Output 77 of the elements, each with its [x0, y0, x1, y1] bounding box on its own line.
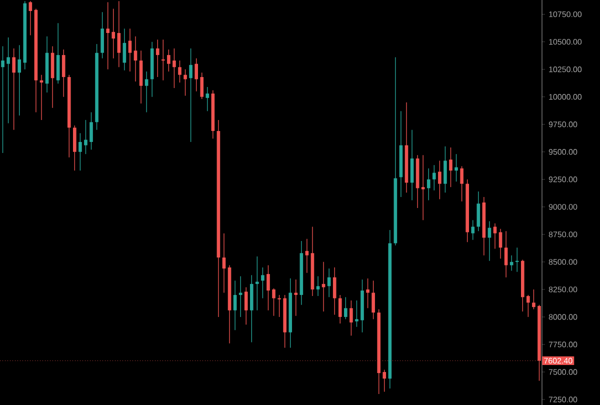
y-tick-label: 7250.00 [548, 396, 578, 402]
candlestick [493, 223, 497, 250]
candlestick [78, 132, 82, 171]
candlestick [172, 48, 176, 88]
candlestick [454, 154, 458, 182]
y-tick-label: 8750.00 [548, 232, 578, 238]
y-tick-label: 10000.00 [549, 94, 582, 100]
candlestick [167, 49, 170, 72]
y-tick-label: 9500.00 [548, 149, 578, 155]
candlestick [90, 112, 93, 150]
candlestick [206, 86, 210, 112]
candlestick [117, 0, 121, 68]
candlestick [338, 294, 342, 324]
candlestick [272, 288, 276, 316]
candlestick [305, 238, 309, 274]
candlestick [366, 278, 370, 309]
candlestick [156, 39, 160, 78]
candlestick [28, 0, 32, 36]
candlestick [532, 289, 536, 310]
candlestick [421, 154, 425, 220]
candlestick [350, 300, 353, 336]
y-tick-label: 7750.00 [548, 342, 578, 348]
candlestick [426, 168, 430, 201]
candlestick [526, 294, 530, 318]
candlestick [184, 68, 187, 96]
y-tick-label: 8250.00 [548, 286, 578, 292]
candlestick [84, 120, 88, 154]
candlestick [372, 280, 375, 320]
candlestick [278, 294, 281, 318]
candlestick [498, 228, 502, 259]
candlestick [161, 39, 165, 81]
candlestick [106, 2, 110, 70]
candlestick [238, 276, 242, 318]
candlestick [355, 300, 358, 328]
y-tick-label: 10250.00 [549, 66, 582, 72]
candlestick [332, 267, 336, 316]
candlestick [6, 37, 10, 124]
candlestick [144, 71, 148, 113]
candlestick [316, 276, 320, 296]
y-tick-label: 8000.00 [548, 314, 578, 320]
candlestick [438, 160, 442, 200]
candlestick [294, 279, 298, 316]
candlestick [261, 267, 264, 299]
candlestick [128, 28, 132, 72]
candlestick [449, 147, 452, 188]
y-tick-label: 10750.00 [549, 11, 582, 18]
candlestick [256, 256, 259, 311]
candlestick [244, 286, 248, 326]
candlestick [266, 264, 270, 311]
candlestick [344, 296, 348, 320]
y-tick-label: 10500.00 [549, 38, 582, 45]
candlestick [504, 230, 508, 278]
candlestick [18, 44, 22, 116]
candlestick [1, 46, 4, 154]
candlestick [233, 280, 237, 331]
candlestick [382, 369, 386, 392]
candlestick [194, 58, 198, 92]
candlestick [134, 36, 138, 82]
candlestick [200, 72, 204, 100]
candlestick [222, 232, 226, 294]
candlestick [189, 48, 192, 142]
y-tick-label: 9750.00 [548, 122, 578, 128]
candlestick [432, 164, 436, 191]
ref-line-label: 7602.40 [544, 358, 572, 364]
y-tick-label: 7500.00 [548, 369, 578, 375]
candlestick [444, 146, 447, 193]
candlestick [12, 48, 16, 130]
candlestick [476, 191, 480, 232]
candlestick [515, 247, 519, 272]
candlestick [112, 8, 116, 59]
candlestick [62, 49, 66, 98]
candlestick [178, 60, 182, 83]
y-tick-label: 8500.00 [548, 259, 578, 265]
candlestick [471, 220, 475, 240]
y-tick-label: 9000.00 [548, 204, 578, 210]
y-tick-label: 9250.00 [548, 176, 578, 182]
candlestick [460, 166, 464, 202]
